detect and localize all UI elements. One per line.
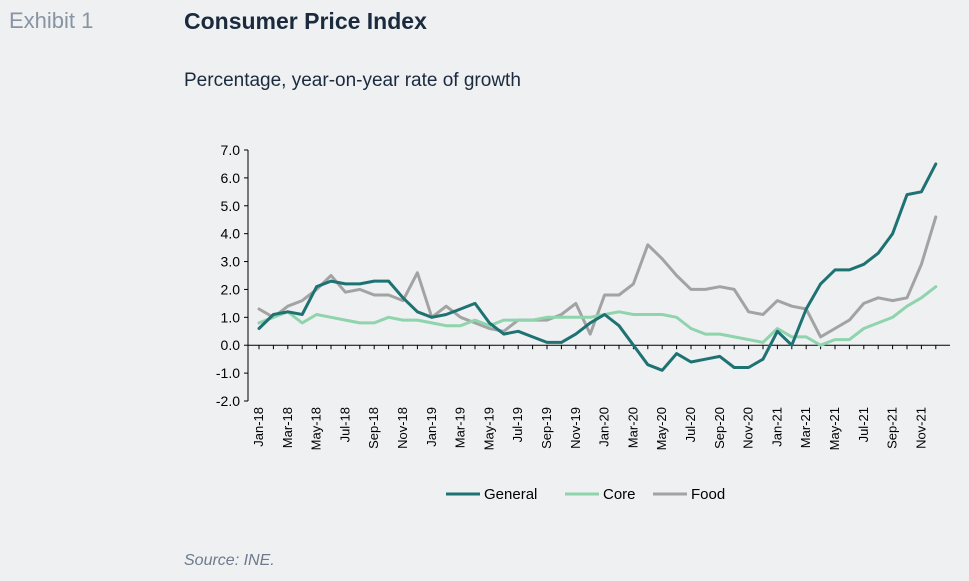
series-line-general bbox=[257, 162, 938, 372]
x-tick-label: Sep-19 bbox=[539, 407, 554, 449]
legend-label-core: Core bbox=[603, 486, 636, 503]
y-tick-label: 6.0 bbox=[221, 170, 241, 186]
chart-title: Consumer Price Index bbox=[184, 8, 427, 34]
x-tick-label: Jul-18 bbox=[337, 407, 352, 442]
x-tick-label: Nov-19 bbox=[568, 407, 583, 449]
chart-subtitle: Percentage, year-on-year rate of growth bbox=[184, 70, 521, 91]
x-tick-label: Mar-19 bbox=[453, 407, 468, 448]
y-tick-label: 0.0 bbox=[221, 337, 241, 353]
y-tick-label: 7.0 bbox=[221, 142, 241, 158]
x-tick-label: Nov-21 bbox=[913, 407, 928, 449]
x-tick-label: Mar-18 bbox=[280, 407, 295, 448]
x-tick-label: Jul-19 bbox=[510, 407, 525, 442]
y-tick-label: 4.0 bbox=[221, 226, 241, 242]
x-tick-label: Mar-21 bbox=[798, 407, 813, 448]
x-tick-label: Sep-18 bbox=[366, 407, 381, 449]
x-tick-label: Sep-20 bbox=[712, 407, 727, 449]
x-tick-label: Jan-21 bbox=[769, 407, 784, 447]
y-tick-label: 2.0 bbox=[221, 281, 241, 297]
x-tick-label: Jan-19 bbox=[424, 407, 439, 447]
source-note: Source: INE. bbox=[184, 552, 275, 569]
x-tick-label: May-21 bbox=[827, 407, 842, 450]
y-tick-label: -2.0 bbox=[216, 393, 240, 409]
y-tick-label: 3.0 bbox=[221, 254, 241, 270]
x-tick-label: May-19 bbox=[481, 407, 496, 450]
x-tick-label: Nov-20 bbox=[741, 407, 756, 449]
x-tick-label: May-20 bbox=[654, 407, 669, 450]
x-tick-label: Jul-21 bbox=[856, 407, 871, 442]
series-line-core bbox=[257, 285, 938, 347]
x-tick-label: Sep-21 bbox=[885, 407, 900, 449]
y-tick-label: 1.0 bbox=[221, 309, 241, 325]
x-tick-label: Jan-18 bbox=[251, 407, 266, 447]
y-tick-label: -1.0 bbox=[216, 365, 240, 381]
x-tick-label: Jul-20 bbox=[683, 407, 698, 442]
legend-label-food: Food bbox=[691, 486, 725, 503]
x-tick-label: Jan-20 bbox=[597, 407, 612, 447]
x-tick-label: Mar-20 bbox=[625, 407, 640, 448]
exhibit-label: Exhibit 1 bbox=[9, 8, 94, 33]
y-tick-label: 5.0 bbox=[221, 198, 241, 214]
x-tick-label: Nov-18 bbox=[395, 407, 410, 449]
x-tick-label: May-18 bbox=[309, 407, 324, 450]
legend-label-general: General bbox=[484, 486, 537, 503]
